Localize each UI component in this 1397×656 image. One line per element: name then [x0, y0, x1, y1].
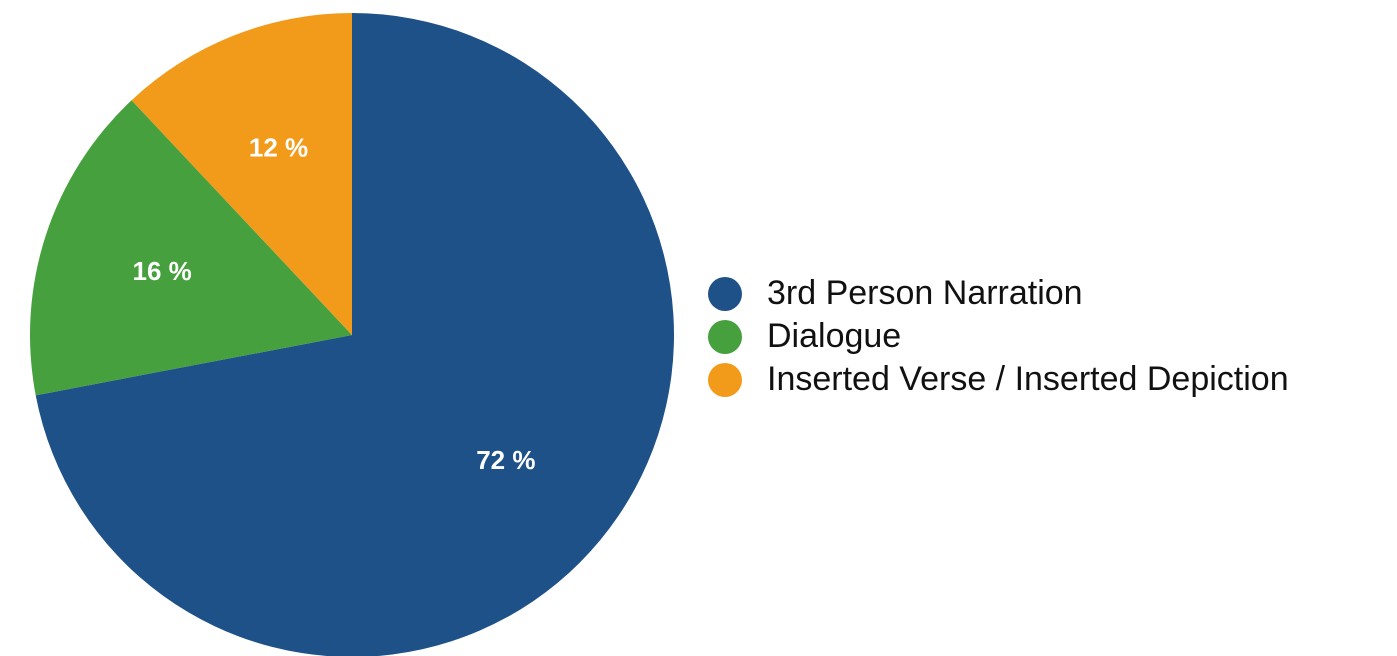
pie-slice-3rd-person-narration	[35, 13, 674, 656]
legend-marker-inserted-verse-inserted-depiction	[708, 363, 742, 397]
pie-slice-dialogue	[30, 100, 353, 396]
legend-label-inserted-verse-inserted-depiction: Inserted Verse / Inserted Depiction	[767, 360, 1289, 398]
slice-value-label-dialogue: 16 %	[132, 256, 191, 286]
pie-slice-labels: 72 % 16 % 12 %	[132, 132, 535, 475]
pie-slices	[30, 12, 674, 656]
legend-marker-3rd-person-narration	[708, 277, 742, 311]
legend-item-inserted-verse-inserted-depiction: Inserted Verse / Inserted Depiction	[708, 360, 1289, 398]
legend-label-3rd-person-narration: 3rd Person Narration	[767, 274, 1083, 312]
legend-label-dialogue: Dialogue	[767, 317, 901, 355]
legend-item-3rd-person-narration: 3rd Person Narration	[708, 274, 1083, 312]
slice-value-label-inserted-verse-inserted-depiction: 12 %	[249, 132, 308, 162]
legend: 3rd Person Narration Dialogue Inserted Ver…	[708, 274, 1289, 398]
pie-slice-inserted-verse-inserted-depiction	[131, 12, 352, 335]
slice-value-label-3rd-person-narration: 72 %	[476, 445, 535, 475]
legend-item-dialogue: Dialogue	[708, 317, 901, 355]
legend-marker-dialogue	[708, 320, 742, 354]
